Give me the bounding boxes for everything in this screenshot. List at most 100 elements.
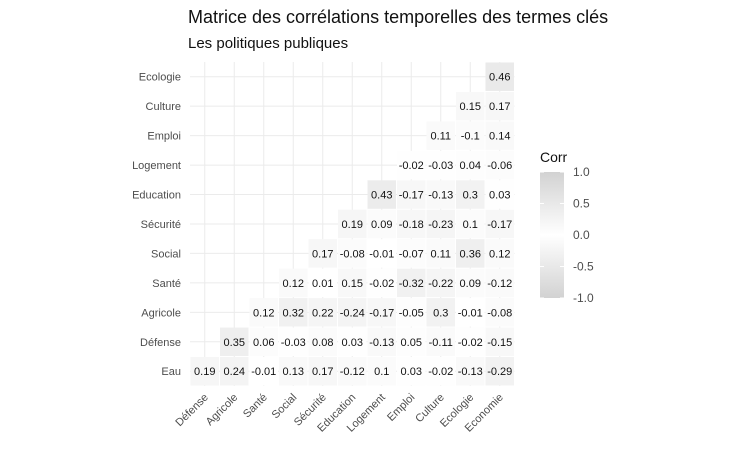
color-legend: 1.0 0.5 0.0 -0.5 -1.0 xyxy=(540,165,594,305)
cell-value-labels: 0.19 0.24 -0.01 0.13 0.17 -0.12 0.1 0.03 -0.02 -0… xyxy=(194,72,512,379)
cell-value-label: -0.01 xyxy=(251,366,276,378)
heatmap-cell xyxy=(456,209,485,239)
cell-value-label: 0.46 xyxy=(489,72,510,84)
heatmap-cell xyxy=(426,150,455,180)
heatmap-cell xyxy=(279,327,308,356)
y-axis-tick-labels: Eau Défense Agricole Santé Social Sécurité Edu… xyxy=(132,72,181,379)
heatmap-cell xyxy=(397,298,426,327)
cell-value-label: 0.03 xyxy=(342,337,363,349)
cell-value-label: -0.02 xyxy=(428,366,453,378)
heatmap-cell xyxy=(367,327,396,356)
cell-value-label: -0.13 xyxy=(369,337,394,349)
legend-tick-label: 1.0 xyxy=(573,165,590,179)
cell-value-label: -0.01 xyxy=(458,307,483,319)
y-axis-tick-label: Culture xyxy=(146,101,181,113)
heatmap-cell xyxy=(397,150,426,180)
cell-value-label: -0.12 xyxy=(487,278,512,290)
heatmap-cell xyxy=(397,268,426,298)
cell-value-label: 0.12 xyxy=(489,248,510,260)
cell-value-label: -0.13 xyxy=(428,190,453,202)
cell-value-label: -0.03 xyxy=(428,160,453,172)
cell-value-label: 0.19 xyxy=(342,219,363,231)
x-axis-tick-label: Défense xyxy=(173,392,210,429)
heatmap-cell xyxy=(485,62,514,91)
heatmap-cell xyxy=(308,327,337,356)
cell-value-label: -0.03 xyxy=(281,337,306,349)
heatmap-cell xyxy=(485,357,514,386)
y-axis-tick-label: Social xyxy=(151,248,181,260)
cell-value-label: 0.03 xyxy=(401,366,422,378)
heatmap-cell xyxy=(338,209,367,239)
x-axis-tick-label: Agricole xyxy=(204,392,241,429)
heatmap-cell xyxy=(485,180,514,209)
heatmap-cell xyxy=(426,209,455,239)
heatmap-cell xyxy=(397,327,426,356)
y-axis-tick-label: Ecologie xyxy=(139,72,181,84)
cell-value-label: -0.17 xyxy=(399,190,424,202)
y-axis-tick-label: Education xyxy=(132,190,181,202)
cell-value-label: 0.32 xyxy=(283,307,304,319)
cell-value-label: 0.22 xyxy=(312,307,333,319)
cell-value-label: 0.12 xyxy=(253,307,274,319)
y-axis-tick-label: Emploi xyxy=(147,131,181,143)
y-axis-tick-label: Santé xyxy=(152,278,181,290)
heatmap-cell xyxy=(367,357,396,386)
cell-value-label: -0.1 xyxy=(461,131,480,143)
cell-value-label: -0.32 xyxy=(399,278,424,290)
heatmap-cell xyxy=(249,357,278,386)
cell-value-label: -0.22 xyxy=(428,278,453,290)
cell-value-label: -0.17 xyxy=(369,307,394,319)
heatmap-cell xyxy=(485,327,514,356)
heatmap-cell xyxy=(308,298,337,327)
heatmap-cell xyxy=(190,357,219,386)
cell-value-label: 0.08 xyxy=(312,337,333,349)
heatmap-cell xyxy=(456,327,485,356)
cell-value-label: 0.14 xyxy=(489,131,510,143)
heatmap-cell xyxy=(456,121,485,150)
cell-value-label: -0.11 xyxy=(429,337,453,349)
heatmap-cell xyxy=(220,327,249,356)
cell-value-label: 0.1 xyxy=(374,366,389,378)
heatmap-cell xyxy=(367,180,396,209)
heatmap-cell xyxy=(426,357,455,386)
cell-value-label: 0.12 xyxy=(283,278,304,290)
heatmap-cell xyxy=(397,180,426,209)
y-axis-tick-label: Sécurité xyxy=(141,219,181,231)
heatmap-cell xyxy=(367,268,396,298)
heatmap-cell xyxy=(485,268,514,298)
heatmap-cell xyxy=(485,150,514,180)
heatmap-cell xyxy=(308,268,337,298)
cell-value-label: -0.07 xyxy=(399,248,424,260)
cell-value-label: 0.06 xyxy=(253,337,274,349)
y-axis-tick-label: Défense xyxy=(140,337,181,349)
heatmap-cell xyxy=(308,357,337,386)
heatmap-cell xyxy=(338,298,367,327)
cell-value-label: 0.11 xyxy=(430,248,451,260)
cell-value-label: 0.05 xyxy=(401,337,422,349)
heatmap-cell xyxy=(220,357,249,386)
heatmap-cell xyxy=(279,298,308,327)
cell-value-label: 0.35 xyxy=(224,337,245,349)
legend-title: Corr xyxy=(540,149,568,165)
heatmap-cell xyxy=(397,239,426,268)
heatmap-cell xyxy=(456,268,485,298)
heatmap-cell xyxy=(338,268,367,298)
heatmap-cell xyxy=(426,180,455,209)
heatmap-cell xyxy=(397,357,426,386)
cell-value-label: -0.12 xyxy=(340,366,365,378)
cell-value-label: 0.15 xyxy=(460,101,481,113)
heatmap-cell xyxy=(485,298,514,327)
heatmap-cell xyxy=(367,239,396,268)
cell-value-label: -0.05 xyxy=(399,307,424,319)
cell-value-label: 0.3 xyxy=(463,190,478,202)
cell-value-label: 0.09 xyxy=(460,278,481,290)
heatmap-cell xyxy=(485,121,514,150)
cell-value-label: 0.24 xyxy=(224,366,245,378)
heatmap-cell xyxy=(249,327,278,356)
heatmap-cell xyxy=(426,121,455,150)
legend-tick-label: 0.0 xyxy=(573,228,590,242)
heatmap-cell xyxy=(485,239,514,268)
heatmap-cell xyxy=(367,298,396,327)
cell-value-label: 0.3 xyxy=(433,307,448,319)
